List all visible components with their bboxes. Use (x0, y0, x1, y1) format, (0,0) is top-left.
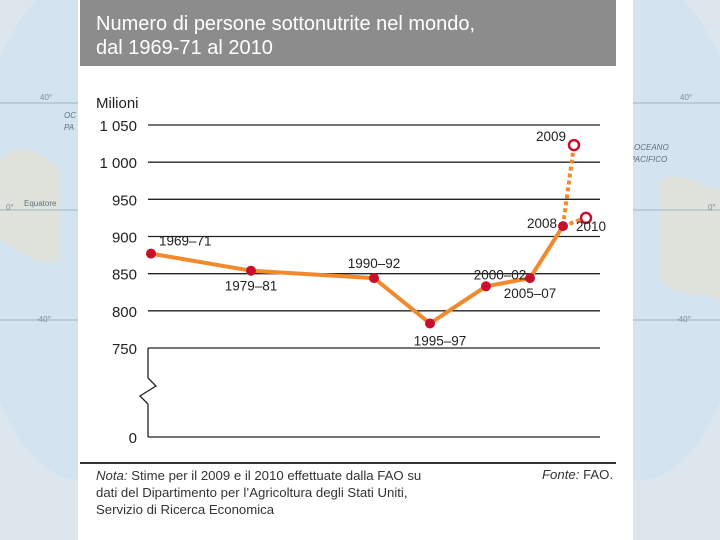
series-line-dotted (561, 144, 576, 227)
grid-lines (148, 124, 600, 438)
axis-break-zigzag (138, 377, 158, 405)
data-point (146, 248, 156, 259)
point-label: 1979–81 (225, 279, 278, 294)
chart-panel (78, 0, 633, 540)
map-lat-label: 0° (708, 203, 716, 212)
data-point (481, 281, 491, 292)
data-point-estimate (567, 138, 581, 152)
map-lat-label: 40° (40, 93, 52, 102)
chart-note: Nota: Stime per il 2009 e il 2010 effett… (96, 467, 426, 518)
source-text: FAO. (583, 467, 614, 482)
data-point (558, 221, 568, 232)
chart-source: Fonte: FAO. (542, 467, 613, 482)
map-lat-label: 40° (680, 93, 692, 102)
series-points (146, 138, 593, 329)
y-tick-label: 1 000 (99, 155, 137, 172)
map-lat-label: -40° (36, 315, 51, 324)
point-label: 2009 (536, 129, 566, 144)
map-lat-label: 0° (6, 203, 14, 212)
axis-break-marker (138, 348, 158, 437)
data-point-estimate (579, 211, 593, 225)
data-point (369, 273, 379, 284)
note-separator (80, 462, 616, 464)
y-tick-labels: 1 050 1 000 950 900 850 800 750 0 (99, 118, 137, 447)
point-label: 2000–02 (474, 267, 527, 282)
map-ocean-label: PA (64, 123, 74, 132)
point-label: 2008 (527, 216, 557, 231)
data-point (246, 265, 256, 276)
point-label: 2005–07 (504, 286, 557, 301)
map-lat-label: -40° (676, 315, 691, 324)
y-tick-label: 1 050 (99, 118, 137, 135)
map-equator-label: Equatore (24, 199, 57, 208)
y-tick-label: 950 (112, 192, 137, 209)
y-tick-label: 850 (112, 267, 137, 284)
map-ocean-label: PACIFICO (630, 155, 667, 164)
data-point (525, 273, 535, 284)
y-axis-label: Milioni (96, 95, 139, 112)
y-tick-label: 900 (112, 230, 137, 247)
chart-header: Numero di persone sottonutrite nel mondo… (80, 0, 616, 66)
chart-title-line-1: Numero di persone sottonutrite nel mondo… (96, 13, 476, 35)
note-text-line-3: Servizio di Ricerca Economica (96, 502, 275, 517)
note-text-line-2: dati del Dipartimento per l’Agricoltura … (96, 485, 408, 500)
point-label: 1990–92 (348, 256, 401, 271)
point-label: 2010 (576, 219, 606, 234)
source-label: Fonte: (542, 467, 580, 482)
y-tick-label: 0 (129, 430, 137, 447)
y-tick-label: 750 (112, 341, 137, 358)
data-point (425, 318, 435, 329)
point-label: 1969–71 (159, 234, 212, 249)
chart-title-line-2: dal 1969-71 al 2010 (96, 37, 273, 59)
point-label: 1995–97 (414, 333, 467, 348)
map-ocean-label: OC (64, 111, 76, 120)
y-tick-label: 800 (112, 304, 137, 321)
map-ocean-label: OCEANO (634, 143, 669, 152)
chart-title: Numero di persone sottonutrite nel mondo… (96, 12, 606, 60)
point-labels: 1969–71 1979–81 1990–92 1995–97 2000–02 2005–… (159, 129, 606, 348)
note-label: Nota: (96, 468, 128, 483)
note-text-line-1: Stime per il 2009 e il 2010 effettuate d… (131, 468, 422, 483)
